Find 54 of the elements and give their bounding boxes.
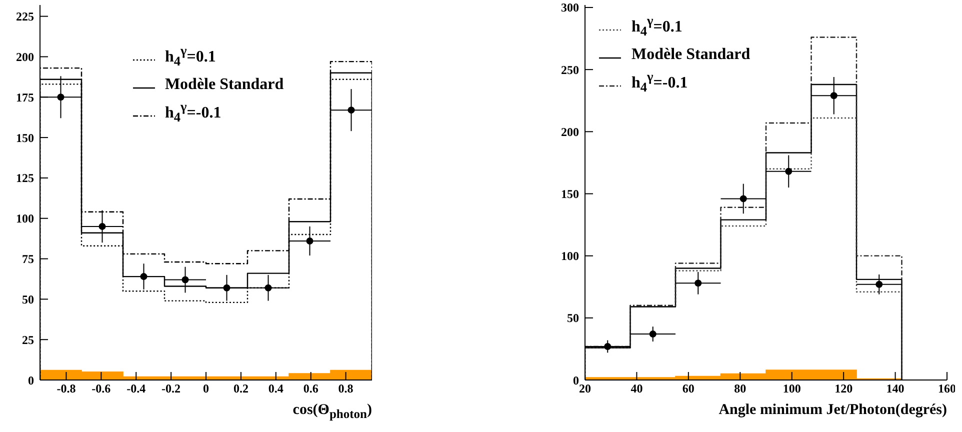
x-tick-label: 0.8 (338, 382, 354, 396)
x-tick-label: 0.6 (303, 382, 318, 396)
x-tick-label: 140 (886, 382, 904, 396)
x-tick-label: 0.2 (233, 382, 248, 396)
y-tick-label: 50 (22, 292, 34, 306)
x-tick-label: 120 (834, 382, 853, 396)
point (649, 330, 656, 338)
x-tick-label: 20 (579, 382, 591, 396)
legend-label: h$_{4}$$^{γ}$=-0.1 (164, 99, 222, 126)
x-tick-label: -0.8 (56, 382, 76, 396)
point (306, 237, 314, 244)
x-axis-title: cos(Θ$_{photon}$) (292, 402, 372, 422)
y-tick-label: 75 (22, 252, 34, 266)
point (57, 94, 64, 101)
x-tick-label: -0.4 (126, 382, 146, 396)
y-tick-label: 150 (16, 130, 34, 145)
legend-label: Modèle Standard (164, 76, 284, 94)
y-tick-label: 200 (16, 50, 34, 64)
x-tick-label: 40 (630, 382, 643, 396)
point (876, 280, 883, 288)
x-tick-label: 80 (734, 382, 746, 396)
x-tick-label: -0.2 (162, 382, 181, 396)
y-tick-label: 50 (567, 311, 579, 326)
y-tick-label: 300 (561, 0, 579, 15)
y-tick-label: 225 (16, 10, 34, 24)
point (182, 276, 189, 284)
legend-label: h$_{4}$$^{γ}$=0.1 (164, 43, 216, 70)
y-tick-label: 200 (561, 124, 579, 139)
y-tick-label: 25 (22, 332, 34, 347)
point (830, 92, 838, 100)
point (98, 222, 106, 230)
y-tick-label: 250 (561, 62, 579, 77)
x-axis-title: Angle minimum Jet/Photon(degrés) (718, 402, 947, 419)
x-tick-label: 100 (782, 382, 801, 396)
point (785, 168, 792, 175)
y-tick-label: 100 (16, 212, 34, 226)
point (140, 273, 148, 280)
point (264, 284, 272, 292)
legend-label: h$_{4}$$^{γ}$=-0.1 (631, 69, 688, 96)
y-tick-label: 175 (16, 90, 34, 104)
x-tick-label: 60 (682, 382, 694, 396)
y-tick-label: 150 (561, 187, 579, 201)
legend-label: h$_{4}$$^{γ}$=0.1 (631, 13, 682, 40)
y-tick-label: 125 (16, 171, 34, 186)
x-tick-label: 0 (203, 382, 209, 396)
point (348, 106, 355, 114)
point (604, 342, 612, 350)
legend-label: Modèle Standard (631, 46, 750, 64)
point (694, 280, 702, 287)
y-tick-label: 100 (561, 249, 579, 264)
point (223, 284, 230, 292)
x-tick-label: 0.4 (268, 382, 284, 396)
point (740, 195, 747, 202)
x-tick-label: -0.6 (92, 382, 111, 396)
